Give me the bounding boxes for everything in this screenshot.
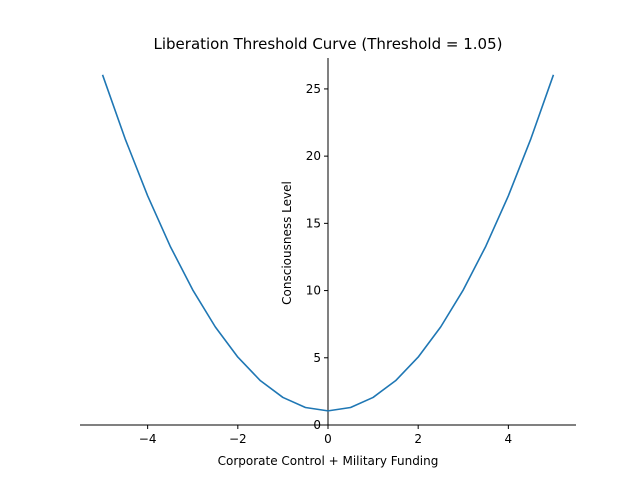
y-tick-label: 20 (306, 149, 321, 163)
x-tick-label: −4 (139, 432, 157, 446)
x-tick-label: −2 (229, 432, 247, 446)
series-line (101, 74, 555, 412)
x-axis-ticks: −4 −2 0 2 4 (139, 425, 512, 446)
y-tick-label: 0 (313, 418, 321, 432)
x-tick-label: 4 (505, 432, 513, 446)
y-axis-ticks: 0 5 10 15 20 25 (306, 82, 328, 432)
series-group (101, 74, 555, 412)
chart-title: Liberation Threshold Curve (Threshold = … (154, 35, 503, 53)
y-tick-label: 25 (306, 82, 321, 96)
y-tick-label: 10 (306, 284, 321, 298)
y-tick-label: 5 (313, 351, 321, 365)
axes-spines (80, 58, 576, 426)
x-tick-label: 0 (324, 432, 332, 446)
x-tick-label: 2 (414, 432, 422, 446)
x-axis-label: Corporate Control + Military Funding (218, 454, 439, 468)
y-tick-label: 15 (306, 216, 321, 230)
y-axis-label: Consciousness Level (280, 181, 294, 305)
